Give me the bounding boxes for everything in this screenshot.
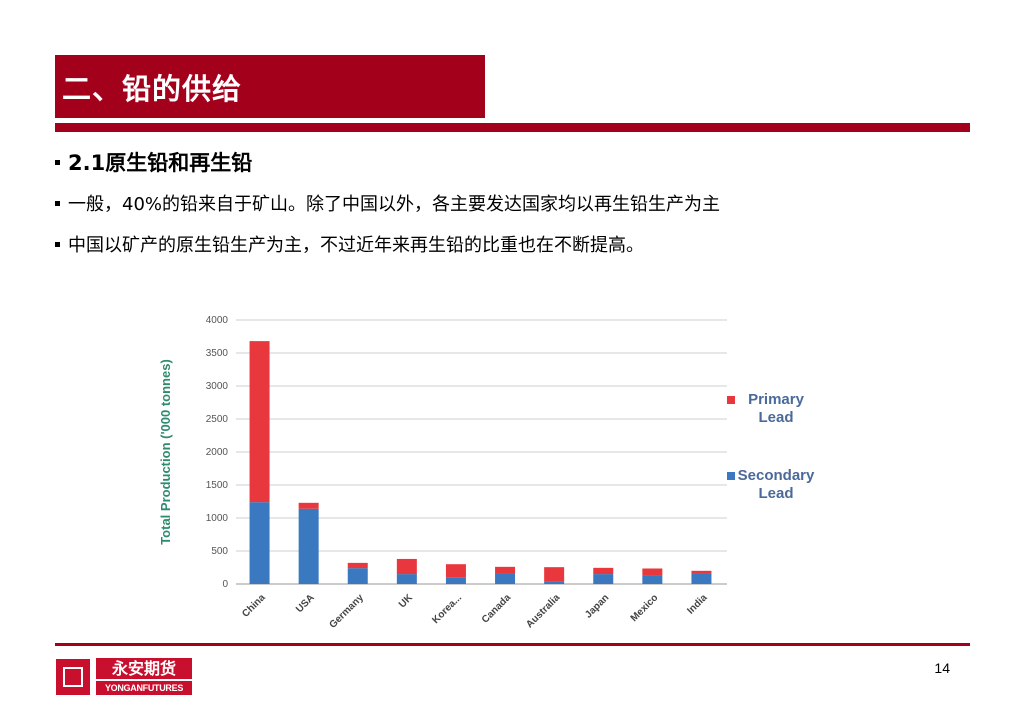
logo-name: 永安期货: [96, 658, 192, 679]
bar-primary-lead: [298, 502, 319, 509]
slide-title: 二、铅的供给: [62, 72, 243, 106]
bar-primary-lead: [691, 570, 712, 574]
company-logo: 永安期货 YONGANFUTURES: [56, 658, 196, 696]
title-banner: [55, 55, 485, 118]
bullet-marker: [55, 159, 60, 165]
y-tick-label: 3500: [206, 348, 229, 359]
bar-secondary-lead: [495, 573, 516, 584]
x-tick-label: India: [685, 592, 710, 617]
x-tick-label: Canada: [480, 592, 514, 626]
bullet-marker: [55, 241, 60, 247]
y-tick-label: 4000: [206, 315, 229, 326]
title-divider: [55, 123, 970, 132]
bar-primary-lead: [445, 564, 466, 578]
legend-label: Lead: [758, 409, 793, 426]
bar-secondary-lead: [642, 575, 663, 584]
x-tick-label: USA: [294, 592, 317, 615]
bullet-text: 中国以矿产的原生铅生产为主，不过近年来再生铅的比重也在不断提高。: [68, 235, 644, 256]
bullet-heading-text: 2.1原生铅和再生铅: [68, 151, 253, 175]
x-tick-label: Korea...: [430, 592, 464, 626]
bar-secondary-lead: [445, 577, 466, 584]
y-tick-label: 500: [211, 546, 228, 557]
y-axis-label: Total Production ('000 tonnes): [158, 359, 173, 545]
y-tick-label: 3000: [206, 381, 229, 392]
y-tick-label: 1000: [206, 513, 229, 524]
chart-canvas: 0 500 1000 1500 2000 2500 3000 3500 4000 Total Pr…: [158, 315, 815, 631]
bullet-item: 中国以矿产的原生铅生产为主，不过近年来再生铅的比重也在不断提高。: [55, 231, 644, 257]
bar-secondary-lead: [691, 573, 712, 584]
production-chart: 0 500 1000 1500 2000 2500 3000 3500 4000 Total Pr…: [150, 300, 850, 640]
x-tick-label: Japan: [583, 592, 611, 620]
legend-swatch: [727, 396, 735, 404]
bar-primary-lead: [593, 567, 614, 575]
bar-secondary-lead: [298, 508, 319, 584]
y-tick-label: 2000: [206, 447, 229, 458]
legend-label: Secondary: [738, 467, 815, 484]
x-tick-label: Mexico: [629, 592, 661, 624]
bar-secondary-lead: [396, 574, 417, 584]
bar-secondary-lead: [593, 574, 614, 584]
bar-primary-lead: [396, 558, 417, 575]
y-tick-label: 1500: [206, 480, 229, 491]
legend-label: Lead: [758, 485, 793, 502]
logo-mark-icon: [56, 659, 90, 695]
bar-secondary-lead: [249, 502, 270, 584]
x-tick-label: Germany: [327, 592, 366, 631]
legend-label: Primary: [748, 391, 805, 408]
x-tick-label: China: [240, 592, 268, 620]
bar-primary-lead: [347, 562, 368, 569]
y-tick-label: 2500: [206, 414, 229, 425]
bar-primary-lead: [642, 568, 663, 576]
bar-primary-lead: [249, 341, 270, 503]
bar-secondary-lead: [544, 581, 565, 584]
bullet-marker: [55, 200, 60, 206]
logo-english-name: YONGANFUTURES: [96, 681, 192, 695]
y-tick-label: 0: [222, 579, 228, 590]
bullet-item: 一般，40%的铅来自于矿山。除了中国以外，各主要发达国家均以再生铅生产为主: [55, 190, 720, 216]
bullet-text: 一般，40%的铅来自于矿山。除了中国以外，各主要发达国家均以再生铅生产为主: [68, 194, 721, 215]
legend-swatch: [727, 472, 735, 480]
bullet-heading: 2.1原生铅和再生铅: [55, 147, 252, 177]
footer-divider: [55, 643, 970, 646]
bar-primary-lead: [495, 566, 516, 574]
x-tick-label: Australia: [524, 592, 562, 630]
page-number: 14: [934, 660, 950, 676]
x-tick-label: UK: [397, 592, 416, 611]
bar-secondary-lead: [347, 568, 368, 584]
bar-primary-lead: [544, 567, 565, 582]
